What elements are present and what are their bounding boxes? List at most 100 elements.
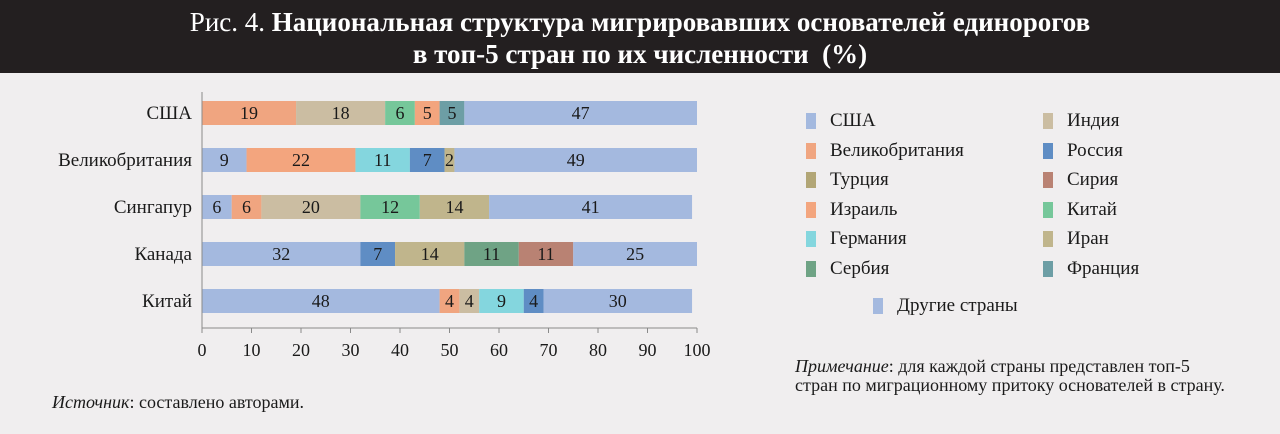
legend-label: Франция <box>1067 258 1140 279</box>
bar-segment <box>231 195 262 219</box>
legend-label: Китай <box>1067 198 1117 220</box>
data-label: 32 <box>272 244 290 264</box>
category-label: Китай <box>142 291 192 312</box>
legend-item: Индия <box>1043 109 1119 133</box>
bar-segment <box>464 242 519 266</box>
legend-item: Турция <box>806 168 889 192</box>
legend-item: Китай <box>1043 198 1117 222</box>
bar-segment <box>202 289 440 313</box>
bar-segment <box>444 148 455 172</box>
x-tick-label: 50 <box>441 340 459 360</box>
legend-label: Россия <box>1067 139 1123 161</box>
x-tick-label: 70 <box>540 340 558 360</box>
category-label: Канада <box>134 244 192 265</box>
data-label: 4 <box>529 291 538 311</box>
source-text: : составлено авторами. <box>129 392 305 412</box>
data-label: 30 <box>609 291 627 311</box>
bar-segment <box>395 242 465 266</box>
bar-segment <box>202 148 247 172</box>
legend-swatch <box>806 261 816 277</box>
data-label: 18 <box>332 103 350 123</box>
source-note: Источник: составлено авторами. <box>52 392 304 413</box>
legend-label: Великобритания <box>830 139 964 161</box>
figure-title: Рис. 4. Национальная структура мигрирова… <box>0 0 1280 73</box>
legend-swatch <box>873 298 883 314</box>
legend-swatch <box>1043 201 1053 218</box>
bar-segment <box>479 289 524 313</box>
bar-segment <box>360 195 420 219</box>
bar-segment <box>523 289 544 313</box>
bar-segment <box>439 289 460 313</box>
category-label: Великобритания <box>58 150 192 171</box>
data-label: 7 <box>423 150 432 170</box>
bar-segment <box>419 195 490 219</box>
x-tick-label: 30 <box>342 340 360 360</box>
data-label: 19 <box>240 103 258 123</box>
data-label: 5 <box>447 103 456 123</box>
data-label: 41 <box>582 197 600 217</box>
legend-swatch <box>806 201 816 218</box>
legend-item: Франция <box>1043 257 1139 281</box>
legend-swatch <box>1043 231 1053 248</box>
legend-label: Сербия <box>830 258 890 279</box>
legend-swatch <box>1043 142 1053 159</box>
legend-label: США <box>830 110 876 131</box>
bar-segment <box>454 148 697 172</box>
x-tick-label: 100 <box>684 340 711 360</box>
legend-label: Иран <box>1067 228 1109 250</box>
legend-label: Израиль <box>830 198 898 220</box>
legend-item: Другие страны <box>873 294 1018 318</box>
legend-item: Израиль <box>806 198 897 222</box>
data-label: 47 <box>572 103 590 123</box>
data-label: 5 <box>423 103 432 123</box>
bar-segment <box>385 101 415 125</box>
data-label: 11 <box>374 150 391 170</box>
title-line-2: в топ-5 стран по их численности (%) <box>412 39 868 69</box>
x-tick-label: 80 <box>589 340 607 360</box>
data-label: 4 <box>465 291 474 311</box>
legend-swatch <box>806 231 816 248</box>
legend-label: Другие страны <box>897 295 1018 316</box>
legend-item: Россия <box>1043 139 1123 163</box>
data-label: 6 <box>396 103 405 123</box>
data-label: 48 <box>312 291 330 311</box>
legend-item: Сирия <box>1043 168 1118 192</box>
legend-item: США <box>806 109 876 133</box>
bar-segment <box>202 195 232 219</box>
data-label: 2 <box>445 150 454 170</box>
bar-segment <box>360 242 396 266</box>
data-label: 6 <box>242 197 251 217</box>
bar-segment <box>543 289 693 313</box>
bar-segment <box>246 148 356 172</box>
legend-swatch <box>806 113 816 129</box>
data-label: 7 <box>373 244 382 264</box>
title-main: Национальная структура мигрировавших осн… <box>271 7 1091 37</box>
bar-segment <box>464 101 697 125</box>
category-label: Сингапур <box>114 197 192 218</box>
legend-swatch <box>1043 172 1053 189</box>
category-label: США <box>146 103 192 124</box>
bar-segment <box>459 289 480 313</box>
x-tick-label: 40 <box>391 340 409 360</box>
data-label: 12 <box>381 197 399 217</box>
data-label: 4 <box>445 291 454 311</box>
legend-label: Индия <box>1067 110 1120 131</box>
data-label: 11 <box>537 244 554 264</box>
figure-number: Рис. 4. <box>189 7 265 37</box>
data-label: 6 <box>212 197 221 217</box>
data-label: 20 <box>302 197 320 217</box>
data-label: 14 <box>421 244 439 264</box>
source-label: Источник <box>52 392 130 412</box>
bar-segment <box>409 148 445 172</box>
data-label: 22 <box>292 150 310 170</box>
bar-segment <box>414 101 440 125</box>
bar-segment <box>296 101 386 125</box>
x-tick-label: 90 <box>639 340 657 360</box>
note-text: : для каждой страны представлен топ-5 ст… <box>795 356 1225 395</box>
legend-item: Иран <box>1043 227 1109 251</box>
bar-segment <box>355 148 410 172</box>
x-tick-label: 60 <box>490 340 508 360</box>
bar-segment <box>202 101 297 125</box>
legend-swatch <box>1043 261 1053 277</box>
